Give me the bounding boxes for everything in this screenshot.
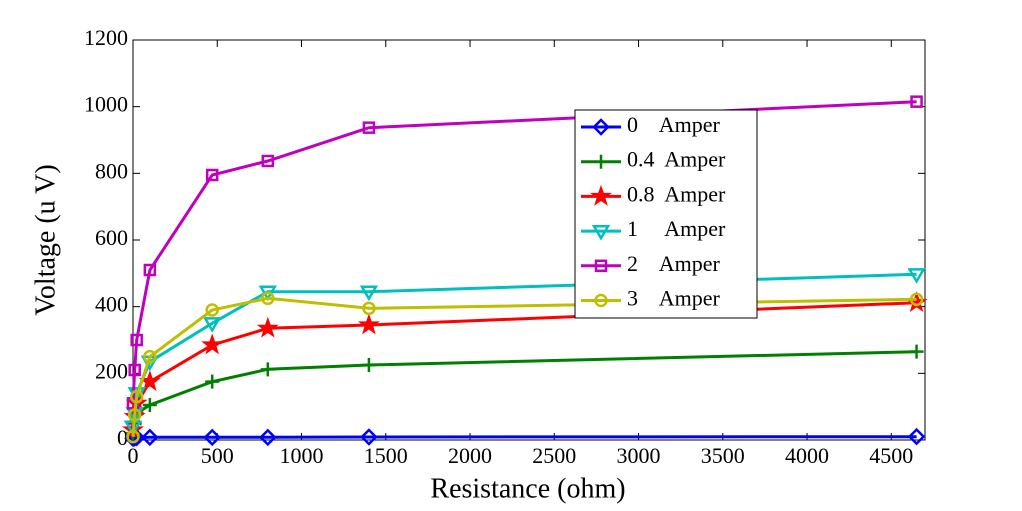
marker: [362, 301, 376, 316]
x-tick-label: 2000: [448, 443, 492, 468]
marker: [127, 408, 142, 422]
y-tick-label: 0: [117, 425, 128, 450]
marker: [126, 397, 140, 410]
marker: [357, 313, 380, 335]
series-line: [132, 435, 917, 440]
marker: [594, 259, 608, 273]
marker: [259, 428, 277, 447]
x-tick-label: 1500: [364, 443, 408, 468]
marker: [261, 291, 275, 306]
marker: [130, 333, 143, 347]
legend-label: 0 Amper: [627, 112, 721, 137]
x-tick-label: 3000: [617, 443, 661, 468]
x-tick-label: 4500: [869, 443, 913, 468]
marker: [143, 263, 157, 277]
y-tick-label: 1200: [84, 25, 128, 50]
legend-label: 2 Amper: [627, 251, 721, 276]
legend-label: 1 Amper: [627, 216, 726, 241]
marker: [594, 154, 608, 169]
x-tick-label: 1000: [280, 443, 324, 468]
marker: [909, 344, 924, 359]
marker: [141, 428, 159, 447]
x-tick-label: 500: [201, 443, 234, 468]
x-tick-label: 3500: [701, 443, 745, 468]
marker: [361, 358, 376, 372]
marker: [907, 427, 926, 446]
x-axis-label: Resistance (ohm): [430, 473, 625, 504]
marker: [591, 224, 611, 241]
marker: [203, 428, 221, 447]
marker: [910, 95, 923, 108]
marker: [907, 268, 926, 284]
legend-label: 0.8 Amper: [627, 181, 726, 206]
legend-label: 0.4 Amper: [627, 147, 726, 172]
marker: [909, 292, 924, 307]
marker: [142, 398, 157, 412]
marker: [205, 168, 219, 182]
x-tick-label: 4000: [785, 443, 829, 468]
marker: [590, 184, 612, 206]
marker: [143, 349, 157, 364]
x-tick-label: 0: [128, 443, 139, 468]
x-tick-label: 2500: [532, 443, 576, 468]
marker: [594, 293, 608, 308]
y-tick-label: 600: [95, 225, 128, 250]
marker: [126, 429, 140, 444]
y-tick-label: 400: [95, 292, 128, 317]
y-tick-label: 200: [95, 358, 128, 383]
legend-box: [574, 109, 758, 319]
y-tick-label: 1000: [84, 92, 128, 117]
marker: [129, 389, 144, 404]
series-line: [131, 296, 917, 437]
marker: [359, 285, 379, 302]
marker: [360, 428, 378, 446]
marker: [256, 316, 279, 338]
marker: [205, 374, 220, 389]
marker: [261, 154, 275, 168]
marker: [203, 317, 222, 333]
y-axis-label: Voltage (u V): [30, 164, 61, 315]
marker: [260, 362, 275, 377]
marker: [592, 118, 610, 136]
marker: [128, 363, 141, 377]
marker: [205, 303, 219, 317]
marker: [362, 121, 376, 134]
legend-label: 3 Amper: [627, 286, 721, 311]
y-tick-label: 800: [95, 158, 128, 183]
legend: 0 Amper 0.4 Amper 0.8 Amper 1 Amper 2 Amper 3…: [574, 109, 758, 319]
marker: [201, 333, 224, 355]
